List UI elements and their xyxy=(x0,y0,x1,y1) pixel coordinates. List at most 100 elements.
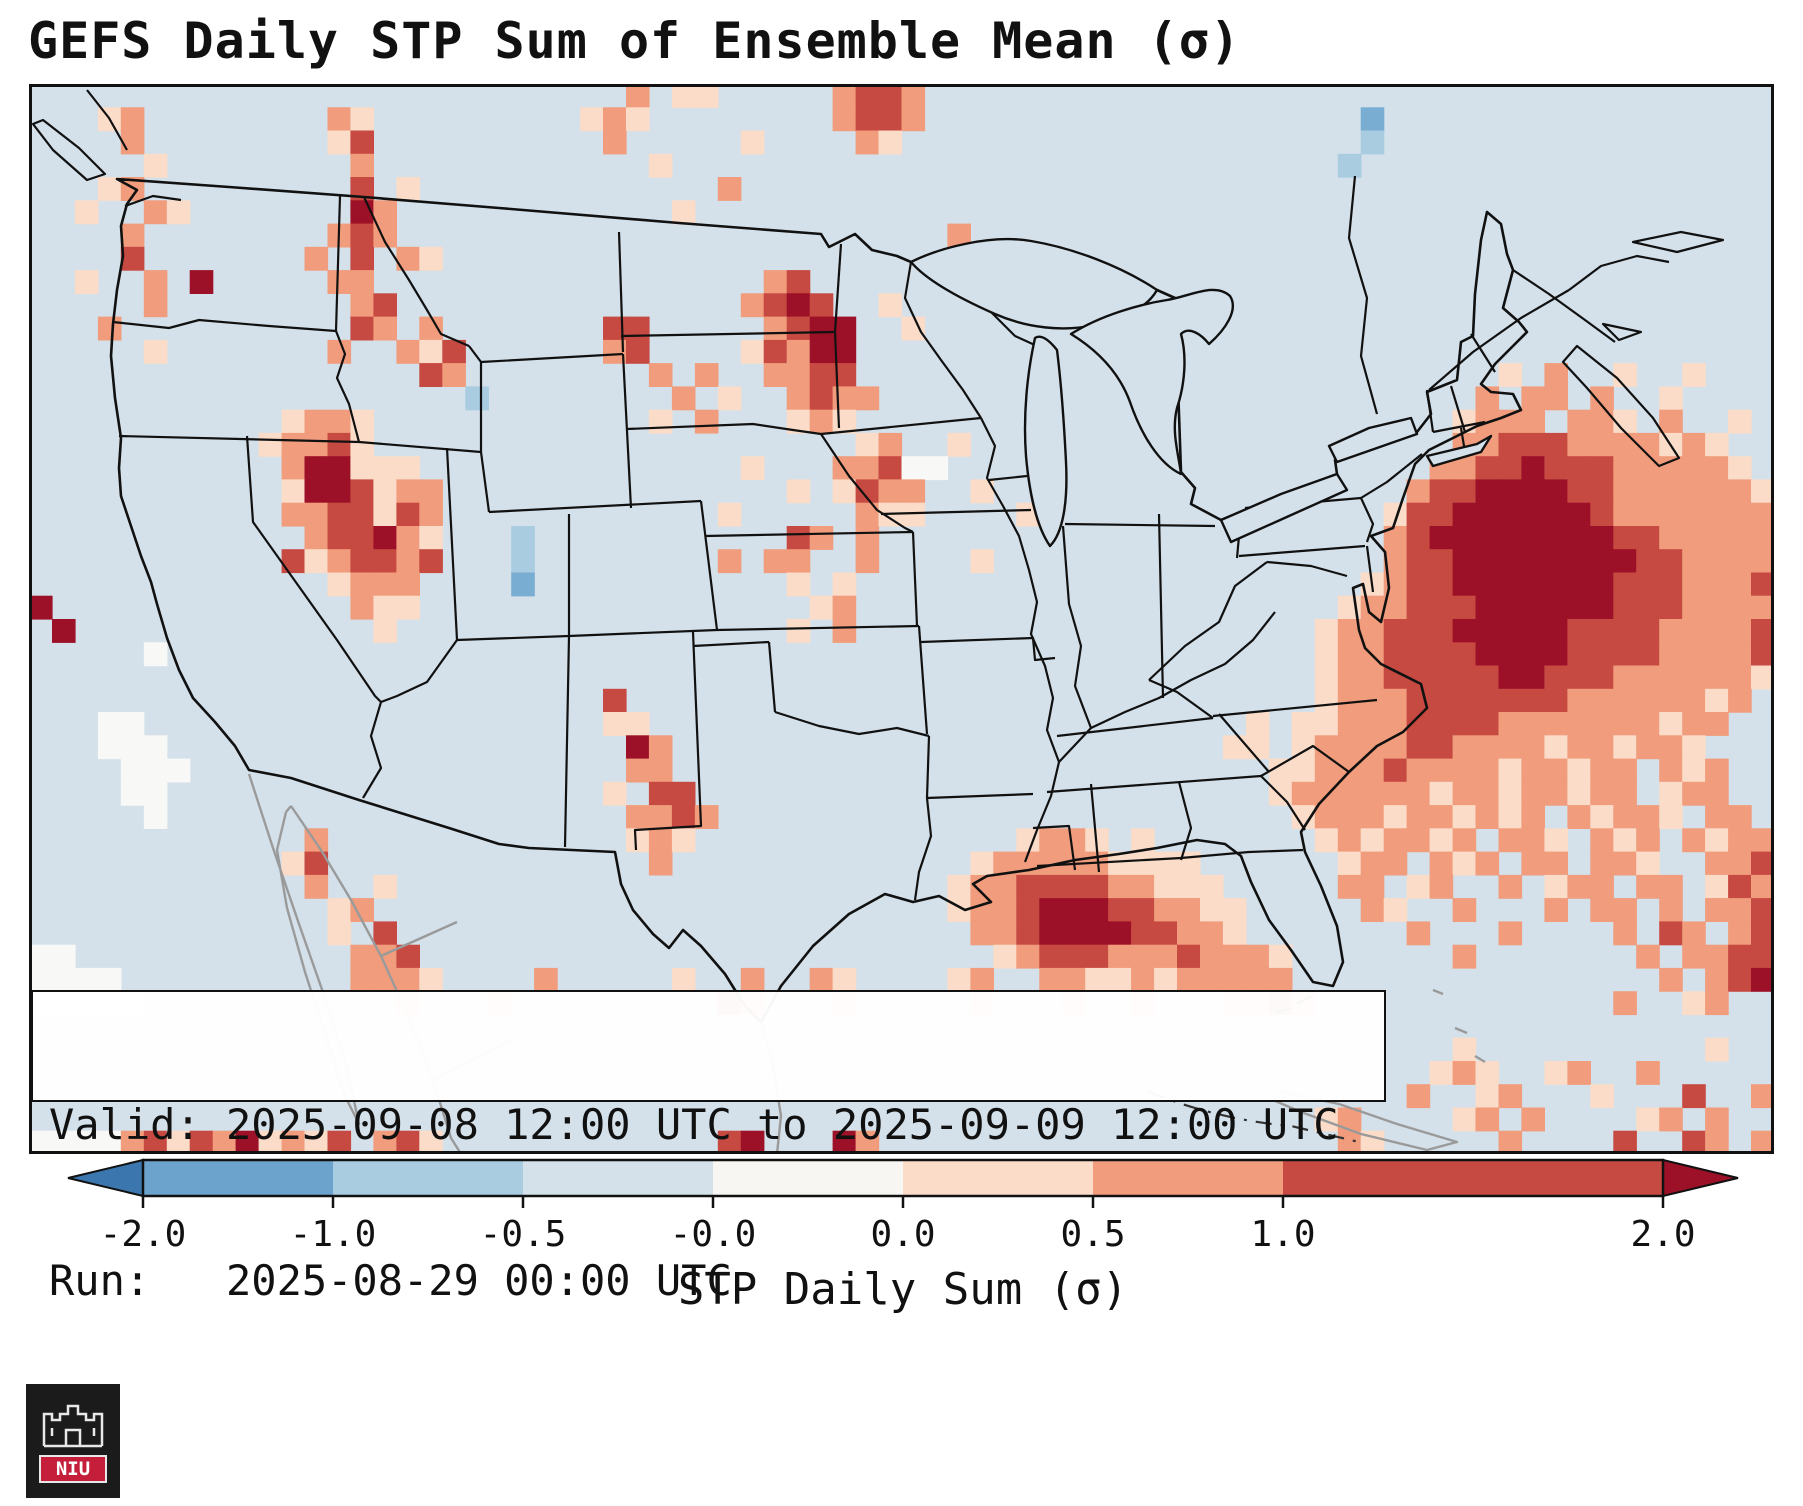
heatmap-cell xyxy=(1705,456,1729,481)
heatmap-cell xyxy=(396,177,420,201)
heatmap-cell xyxy=(1682,688,1706,713)
heatmap-cell xyxy=(1521,432,1545,457)
heatmap-cell xyxy=(1751,944,1774,969)
heatmap-cell xyxy=(1590,572,1614,597)
heatmap-cell xyxy=(1498,688,1523,713)
heatmap-cell xyxy=(1659,409,1683,434)
heatmap-cell xyxy=(786,339,811,364)
heatmap-cell xyxy=(786,526,811,550)
heatmap-cell xyxy=(763,339,788,364)
heatmap-cell xyxy=(304,851,329,876)
heatmap-cell xyxy=(1498,1130,1523,1154)
heatmap-cell xyxy=(1360,758,1385,783)
heatmap-cell xyxy=(1682,828,1706,853)
heatmap-cell xyxy=(419,502,443,527)
heatmap-cell xyxy=(1544,526,1568,550)
heatmap-cell xyxy=(1567,456,1591,481)
heatmap-cell xyxy=(855,130,880,155)
heatmap-cell xyxy=(1452,665,1477,690)
heatmap-cell xyxy=(1406,549,1431,574)
heatmap-cell xyxy=(97,712,122,736)
heatmap-cell xyxy=(1751,1084,1774,1109)
heatmap-cell xyxy=(373,619,397,643)
heatmap-cell xyxy=(1659,735,1683,760)
heatmap-cell xyxy=(1498,619,1523,643)
heatmap-cell xyxy=(603,688,627,713)
heatmap-cell xyxy=(1108,898,1132,922)
heatmap-cell xyxy=(1452,502,1477,527)
heatmap-cell xyxy=(189,1130,214,1154)
heatmap-cell xyxy=(1705,619,1729,643)
heatmap-cell xyxy=(1452,828,1477,853)
heatmap-cell xyxy=(1360,107,1385,132)
heatmap-cell xyxy=(1039,944,1063,969)
heatmap-cell xyxy=(1728,549,1752,574)
heatmap-cell xyxy=(1613,851,1637,876)
heatmap-cell xyxy=(1314,828,1339,853)
heatmap-cell xyxy=(1682,572,1706,597)
heatmap-cell xyxy=(1498,526,1523,550)
heatmap-cell xyxy=(1751,595,1774,620)
heatmap-cell xyxy=(1544,432,1568,457)
heatmap-cell xyxy=(1705,991,1729,1016)
heatmap-cell xyxy=(1544,595,1568,620)
heatmap-cell xyxy=(1636,549,1660,574)
heatmap-cell xyxy=(1177,874,1201,899)
heatmap-cell xyxy=(350,316,374,341)
figure-title: GEFS Daily STP Sum of Ensemble Mean (σ) xyxy=(28,12,1241,70)
heatmap-cell xyxy=(1636,712,1660,736)
heatmap-cell xyxy=(1590,595,1614,620)
heatmap-cell xyxy=(1705,781,1729,806)
heatmap-cell xyxy=(1544,642,1568,667)
heatmap-cell xyxy=(465,386,489,411)
heatmap-cell xyxy=(419,316,443,341)
heatmap-cell xyxy=(1452,572,1477,597)
heatmap-cell xyxy=(763,363,788,387)
heatmap-cell xyxy=(740,130,765,155)
colorbar-segment xyxy=(333,1160,524,1196)
heatmap-cell xyxy=(832,316,857,341)
heatmap-cell xyxy=(1636,851,1660,876)
heatmap-cell xyxy=(970,851,994,876)
heatmap-cell xyxy=(534,967,558,992)
heatmap-cell xyxy=(1728,851,1752,876)
heatmap-cell xyxy=(1613,688,1637,713)
heatmap-cell xyxy=(258,1130,283,1154)
heatmap-cell xyxy=(281,456,306,481)
heatmap-cell xyxy=(281,851,306,876)
heatmap-cell xyxy=(396,526,420,550)
heatmap-cell xyxy=(1429,642,1454,667)
heatmap-cell xyxy=(993,851,1017,876)
heatmap-cell xyxy=(740,456,765,481)
heatmap-cell xyxy=(1406,619,1431,643)
heatmap-cell xyxy=(350,107,374,132)
heatmap-cell xyxy=(304,246,329,271)
heatmap-cell xyxy=(1544,828,1568,853)
heatmap-cell xyxy=(396,572,420,597)
lake-huron xyxy=(1069,288,1234,476)
heatmap-cell xyxy=(1498,549,1523,574)
heatmap-cell xyxy=(1452,898,1477,922)
heatmap-cell xyxy=(281,502,306,527)
colorbar-segment xyxy=(1093,1160,1284,1196)
heatmap-cell xyxy=(1728,595,1752,620)
heatmap-cell xyxy=(350,456,374,481)
heatmap-cell xyxy=(1383,619,1408,643)
heatmap-cell xyxy=(1682,758,1706,783)
heatmap-cell xyxy=(1613,781,1637,806)
heatmap-cell xyxy=(1705,432,1729,457)
heatmap-cell xyxy=(1039,921,1063,946)
heatmap-cell xyxy=(1659,502,1683,527)
heatmap-cell xyxy=(1291,805,1316,829)
heatmap-cell xyxy=(970,549,994,574)
heatmap-cell xyxy=(1728,409,1752,434)
heatmap-cell xyxy=(878,456,903,481)
heatmap-cell xyxy=(1452,805,1477,829)
heatmap-cell xyxy=(1429,526,1454,550)
heatmap-cell xyxy=(1452,688,1477,713)
heatmap-cell xyxy=(1383,898,1408,922)
heatmap-cell xyxy=(1383,688,1408,713)
heatmap-cell xyxy=(763,293,788,318)
heatmap-cell xyxy=(1521,572,1545,597)
